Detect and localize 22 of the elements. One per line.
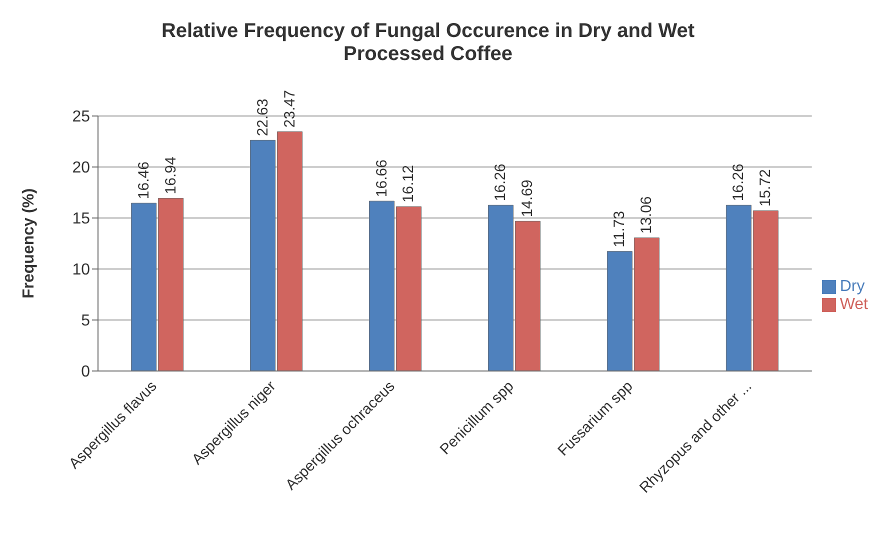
y-tick-label: 0: [81, 364, 90, 381]
data-label: 22.63: [254, 98, 272, 136]
data-label: 13.06: [638, 196, 656, 234]
data-label: 14.69: [519, 180, 536, 218]
data-label: 16.94: [162, 156, 180, 194]
chart-title: Relative Frequency of Fungal Occurence in Dry and Wet Processed Coffee: [160, 19, 696, 66]
legend-label: Dry: [840, 278, 865, 295]
data-label: 11.73: [611, 210, 628, 248]
data-label: 16.66: [373, 160, 390, 198]
y-tick-label: 5: [81, 312, 90, 330]
data-label: 23.47: [281, 90, 298, 128]
data-label: 16.26: [492, 164, 510, 202]
data-label: 15.72: [757, 169, 774, 207]
legend-label: Wet: [840, 296, 868, 313]
y-tick-label: 20: [72, 160, 90, 177]
y-axis-title: Frequency (%): [20, 188, 38, 298]
data-label: 16.26: [730, 164, 748, 202]
y-tick-label: 10: [72, 262, 90, 279]
y-tick-label: 15: [72, 210, 90, 228]
y-tick-label: 25: [72, 108, 90, 126]
data-label: 16.46: [135, 162, 152, 200]
data-label: 16.12: [400, 165, 418, 203]
